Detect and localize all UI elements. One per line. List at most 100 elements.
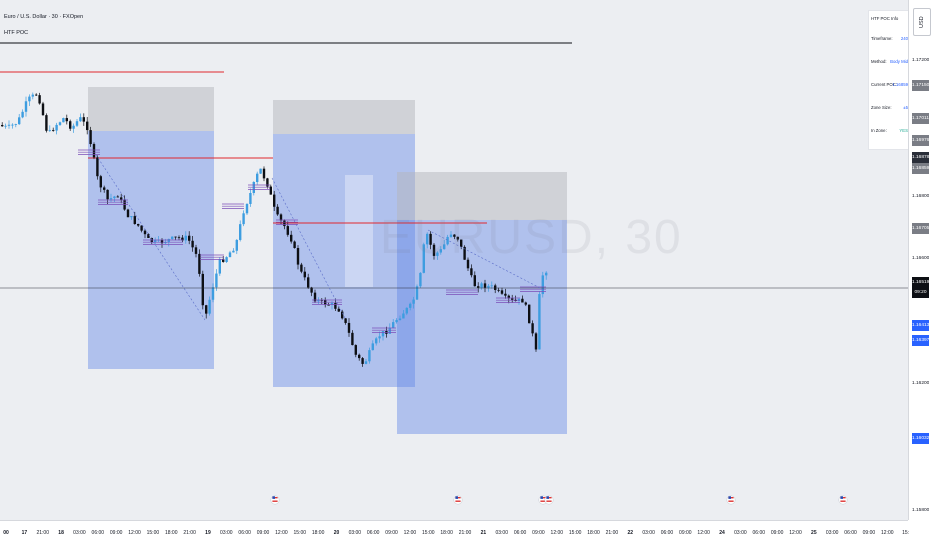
- candle: [211, 283, 215, 303]
- candle-body: [41, 103, 45, 116]
- candle-body: [293, 241, 296, 249]
- candle: [286, 221, 289, 237]
- info-title: HTF POC Info: [871, 16, 899, 21]
- price-label: 1.17200: [912, 58, 929, 63]
- time-label: 17: [21, 530, 28, 536]
- time-label: 12:00: [403, 530, 417, 536]
- candle: [303, 267, 306, 281]
- candle-body: [24, 101, 28, 112]
- flag-stripe: [728, 500, 734, 502]
- currency-button[interactable]: USD: [913, 8, 931, 36]
- candle-body: [31, 94, 34, 97]
- candle: [371, 340, 374, 351]
- candle: [171, 236, 174, 240]
- candle: [351, 330, 354, 346]
- candle-body: [48, 129, 51, 131]
- candle: [52, 127, 55, 132]
- chart-title[interactable]: Euro / U.S. Dollar · 30 · FXOpen: [4, 14, 84, 20]
- candle-body: [92, 144, 96, 158]
- candle-body: [528, 304, 531, 324]
- candle: [154, 237, 157, 245]
- candle-body: [381, 331, 385, 337]
- time-label: 21: [480, 530, 487, 536]
- candle-body: [7, 124, 11, 126]
- candle-body: [1, 125, 4, 127]
- candle-body: [432, 244, 436, 256]
- candle: [174, 236, 177, 241]
- flag-canton: [728, 496, 731, 499]
- candle: [392, 319, 395, 329]
- candle-body: [256, 173, 259, 183]
- info-key: Timeframe:: [871, 36, 893, 41]
- candle-body: [347, 322, 351, 333]
- candle: [113, 195, 116, 203]
- candle: [477, 282, 480, 293]
- time-label: 03:00: [348, 530, 362, 536]
- candle-body: [18, 117, 21, 125]
- candle: [398, 315, 402, 321]
- info-value: Body Mid: [890, 59, 908, 64]
- candle-body: [177, 237, 181, 239]
- indicator-label[interactable]: HTF POC: [4, 30, 29, 36]
- candle-body: [273, 194, 276, 207]
- candle: [133, 211, 136, 225]
- info-title-row: HTF POC Info: [869, 13, 910, 25]
- candle: [460, 239, 463, 250]
- candle: [507, 294, 510, 304]
- price-label: 1.16859: [912, 163, 929, 174]
- candle: [296, 245, 300, 270]
- info-value: 240: [900, 36, 908, 41]
- chart-canvas[interactable]: [0, 0, 908, 520]
- candle: [524, 301, 527, 307]
- time-label: 03:00: [73, 530, 86, 536]
- candle: [252, 181, 255, 196]
- candle-body: [443, 244, 446, 250]
- candle-body: [426, 233, 429, 245]
- candle: [541, 271, 544, 298]
- candle: [347, 318, 351, 337]
- candle: [422, 242, 425, 274]
- candle-body: [28, 96, 31, 102]
- time-label: 12:00: [128, 530, 141, 536]
- candle-body: [276, 206, 279, 215]
- candle-body: [480, 283, 483, 288]
- candle: [7, 120, 11, 129]
- candle: [473, 271, 476, 287]
- candle-body: [477, 286, 480, 288]
- candle-body: [371, 343, 374, 351]
- candle-body: [201, 273, 204, 306]
- candle: [208, 296, 211, 316]
- info-row: In Zone: YES: [869, 125, 910, 137]
- price-label: 1.16032: [912, 433, 929, 444]
- candle-body: [341, 311, 344, 319]
- candle-body: [38, 95, 41, 104]
- candle-body: [218, 259, 221, 274]
- candle: [456, 236, 459, 242]
- candle: [341, 309, 344, 320]
- candle-body: [327, 304, 330, 306]
- info-key: Current POC:: [871, 82, 898, 87]
- time-label: 00: [3, 530, 9, 536]
- time-label: 24: [719, 530, 725, 536]
- info-row: Timeframe: 240: [869, 33, 910, 45]
- zone-highlight: [345, 175, 373, 287]
- chart-area[interactable]: [0, 0, 908, 520]
- candle: [521, 295, 524, 303]
- candle-body: [534, 333, 538, 350]
- candle: [89, 126, 92, 147]
- candle-body: [130, 216, 133, 218]
- time-label: 19: [205, 530, 211, 536]
- candle: [198, 249, 201, 277]
- info-row: Method: Body Mid: [869, 56, 910, 68]
- candle: [99, 174, 102, 193]
- candle-body: [398, 318, 402, 320]
- candle: [402, 309, 405, 319]
- candle-body: [402, 313, 405, 319]
- candle: [225, 256, 228, 263]
- candle: [290, 230, 293, 244]
- time-axis[interactable]: [0, 520, 908, 551]
- candle-body: [463, 246, 466, 260]
- candle: [35, 93, 38, 97]
- candle-body: [137, 223, 140, 226]
- candle-body: [439, 249, 442, 253]
